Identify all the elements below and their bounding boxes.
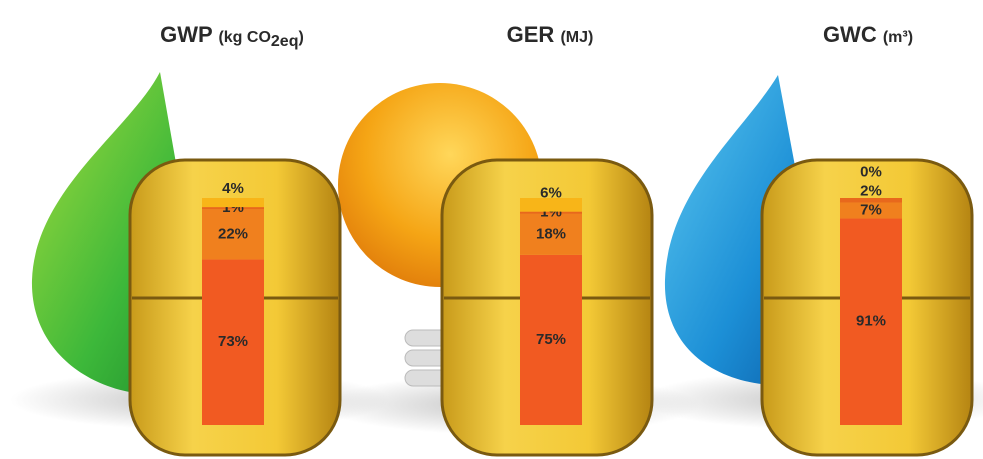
bar-segment (202, 207, 264, 210)
title-main: GWC (823, 22, 877, 47)
title-unit-sub: 2eq (271, 33, 299, 50)
value-label: 7% (860, 201, 882, 218)
bar-segment (840, 218, 902, 425)
title-unit: (MJ) (560, 29, 593, 46)
bar-segment (520, 198, 582, 212)
bar-segment (520, 211, 582, 214)
value-label: 6% (540, 185, 562, 202)
title-unit: (m³) (883, 29, 913, 46)
value-label: 22% (218, 225, 248, 242)
value-label: 2% (860, 182, 882, 199)
bar-segment (202, 259, 264, 425)
value-label: 91% (856, 313, 886, 330)
bar-segment (202, 209, 264, 260)
value-label: 4% (222, 180, 244, 197)
title-unit: (kg CO (218, 29, 270, 46)
chart-title: GWC (m³) (823, 22, 913, 47)
chart-title: GWP (kg CO2eq) (160, 22, 304, 50)
bar-segment (840, 198, 902, 203)
title-unit-end: ) (298, 29, 303, 46)
bar-segment (840, 202, 902, 219)
value-label: 18% (536, 225, 566, 242)
value-label: 75% (536, 331, 566, 348)
value-label: 0% (860, 163, 882, 180)
title-main: GWP (160, 22, 212, 47)
bar-segment (202, 198, 264, 208)
background-icons (10, 72, 983, 457)
chart-title: GER (MJ) (507, 22, 594, 47)
bar-segment (520, 254, 582, 425)
title-main: GER (507, 22, 555, 47)
bar-segment (520, 213, 582, 255)
value-label: 73% (218, 333, 248, 350)
